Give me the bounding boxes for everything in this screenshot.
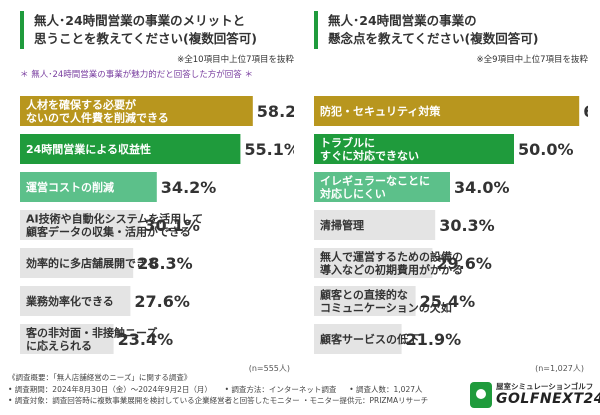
bar-category-label: 人材を確保する必要がないので人件費を削減できる	[26, 98, 169, 125]
survey-footer: 《調査概要：「無人店舗経営のニーズ」に関する調査》 • 調査期間：2024年8月…	[8, 372, 468, 407]
bar-value-label: 30.3%	[439, 216, 495, 235]
bar-merit-1	[20, 96, 253, 126]
bar-category-label: 防犯・セキュリティ対策	[320, 104, 441, 118]
bar-value-label: 55.1%	[244, 140, 294, 159]
bar-merit-7	[20, 324, 114, 354]
left-chart-panel: 無人･24時間営業の事業のメリットと 思うことを教えてください(複数回答可) ※…	[20, 10, 294, 373]
brand-logo: 屋室シミュレーションゴルフ GOLFNEXT24	[470, 380, 600, 412]
right-chart-title: 無人･24時間営業の事業の 懸念点を教えてください(複数回答可)	[314, 10, 588, 50]
bar-category-label: 24時間営業による収益性	[26, 142, 151, 156]
bar-category-label: 客の非対面・非接触ニーズに応えられる	[25, 326, 157, 353]
bar-value-label: 66.3%	[583, 102, 588, 121]
bar-concern-3	[314, 172, 450, 202]
bar-category-label: 清掃管理	[320, 218, 364, 232]
bar-concern-6	[314, 286, 416, 316]
left-chart-title: 無人･24時間営業の事業のメリットと 思うことを教えてください(複数回答可)	[20, 10, 294, 50]
bar-merit-6	[20, 286, 131, 316]
survey-count: • 調査人数：1,027人	[349, 384, 423, 394]
right-chart-note: ※全9項目中上位7項目を抜粋	[476, 55, 588, 65]
bar-concern-1	[314, 96, 580, 126]
bar-category-label: 効率的に多店舗展開できる	[26, 256, 158, 270]
right-chart-panel: 無人･24時間営業の事業の 懸念点を教えてください(複数回答可) ※全9項目中上…	[314, 10, 588, 373]
left-sample-size: (n=555人)	[248, 364, 290, 373]
bar-value-label: 25.4%	[420, 292, 476, 311]
bar-category-label: 顧客サービスの低下	[320, 332, 419, 346]
survey-title: 《調査概要：「無人店舗経営のニーズ」に関する調査》	[8, 373, 192, 382]
left-chart-subnote: ＊ 無人･24時間営業の事業が魅力的だと回答した方が回答 ＊	[20, 70, 253, 80]
bar-category-label: イレギュラーなことに対応しにくい	[319, 174, 430, 201]
bar-category-label: AI技術や自動化システムを活用して顧客データの収集・活用ができる	[26, 212, 203, 239]
bar-merit-4	[20, 210, 141, 240]
bar-value-label: 58.2%	[257, 102, 294, 121]
bar-category-label: トラブルにすぐに対応できない	[320, 136, 419, 163]
bar-value-label: 29.6%	[436, 254, 492, 273]
right-bar-chart: 防犯・セキュリティ対策 66.3% トラブルにすぐに対応できない 50.0% イレギュラ…	[314, 96, 588, 354]
bar-category-label: 業務効率化できる	[25, 294, 114, 308]
bar-category-label: 顧客との直接的なコミュニケーションの欠如	[320, 288, 452, 315]
bar-value-label: 30.1%	[144, 216, 200, 235]
right-sample-size: (n=1,027人)	[535, 364, 584, 373]
bar-category-label: 運営コストの削減	[26, 180, 114, 194]
survey-period: • 調査期間：2024年8月30日（金）〜2024年9月2日（月）	[8, 384, 212, 394]
bar-value-label: 34.0%	[454, 178, 510, 197]
bar-concern-7	[314, 324, 402, 354]
bar-value-label: 50.0%	[518, 140, 574, 159]
bar-concern-4	[314, 210, 436, 240]
bar-value-label: 28.3%	[137, 254, 193, 273]
bar-category-label: 無人で運営するための設備の導入などの初期費用がかかる	[320, 250, 463, 277]
bar-concern-5	[314, 248, 433, 278]
survey-target: • 調査対象：調査回答時に複数事業展開を検討している企業経営者と回答したモニター…	[8, 396, 429, 405]
left-chart-note: ※全10項目中上位7項目を抜粋	[177, 55, 294, 65]
golf-logo-icon	[470, 382, 492, 408]
logo-wordmark: GOLFNEXT24	[496, 391, 600, 407]
bar-merit-2	[20, 134, 241, 164]
left-bar-chart: 人材を確保する必要がないので人件費を削減できる 58.2% 24時間営業による収益性…	[20, 96, 294, 354]
bar-concern-2	[314, 134, 514, 164]
survey-details: • 調査期間：2024年8月30日（金）〜2024年9月2日（月） • 調査方法…	[8, 384, 468, 396]
bar-value-label: 21.9%	[406, 330, 462, 349]
bar-value-label: 34.2%	[161, 178, 217, 197]
bar-merit-3	[20, 172, 157, 202]
bar-value-label: 23.4%	[118, 330, 174, 349]
survey-method: • 調査方法：インターネット調査	[224, 384, 337, 394]
logo-tagline: 屋室シミュレーションゴルフ	[496, 382, 594, 391]
bar-value-label: 27.6%	[134, 292, 190, 311]
bar-merit-5	[20, 248, 134, 278]
